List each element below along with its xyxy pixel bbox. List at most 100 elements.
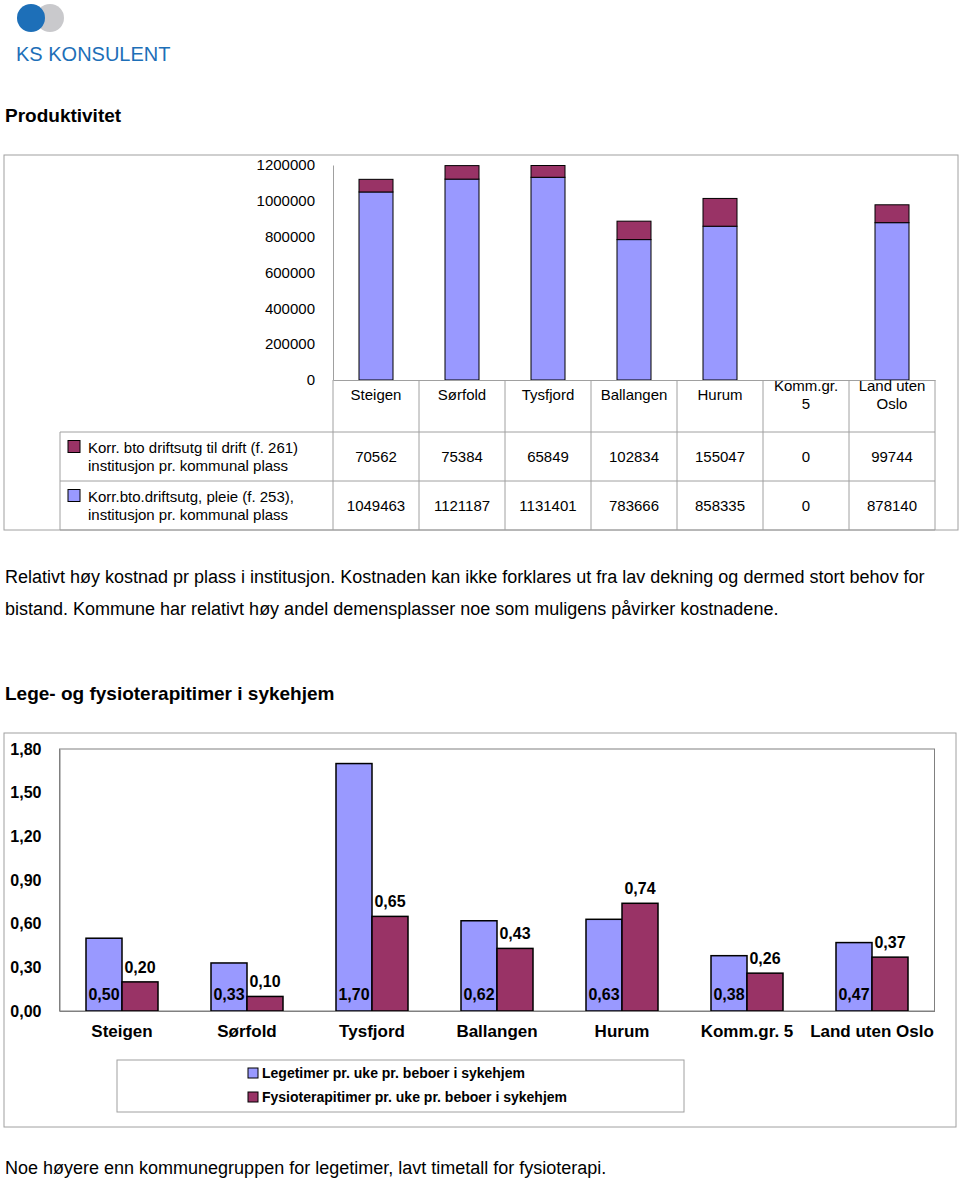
table-value: 0 bbox=[802, 497, 810, 514]
chart-2: 0,500,331,700,620,630,380,470,200,100,65… bbox=[4, 733, 956, 1127]
tick-label: Hurum bbox=[697, 386, 742, 403]
tick-label: Land utenOslo bbox=[859, 377, 926, 412]
bar bbox=[586, 919, 622, 1011]
tick: Komm.gr.5 bbox=[774, 377, 838, 412]
bar bbox=[445, 179, 479, 380]
tick-label: 0,00 bbox=[10, 1003, 41, 1020]
tick-label: Steigen bbox=[91, 1022, 152, 1041]
heading: Produktivitet bbox=[5, 105, 122, 126]
table-value: 155047 bbox=[695, 448, 745, 465]
table-value: 858335 bbox=[695, 497, 745, 514]
bar bbox=[875, 223, 909, 380]
tick-label: Sørfold bbox=[438, 386, 486, 403]
legend-swatch bbox=[68, 441, 80, 453]
tick-label: 200000 bbox=[265, 335, 315, 352]
table-line bbox=[60, 530, 935, 531]
bar bbox=[531, 165, 565, 177]
logo: KS KONSULENT bbox=[16, 4, 170, 65]
bar bbox=[836, 943, 872, 1011]
axis-line bbox=[60, 1011, 935, 1012]
tick-label: Tysfjord bbox=[522, 386, 575, 403]
tick: Komm.gr. 5 bbox=[701, 1011, 794, 1041]
tick-label: Komm.gr.5 bbox=[774, 377, 838, 412]
table-value: 102834 bbox=[609, 448, 659, 465]
chart-1: 020000040000060000080000010000001200000S… bbox=[4, 155, 958, 530]
data-label: 0,63 bbox=[588, 986, 619, 1003]
tick-label: Tysfjord bbox=[339, 1022, 405, 1041]
tick: Tysfjord bbox=[522, 380, 575, 403]
x-axis: Steigen Sørfold Tysfjord Ballangen Hurum Komm… bbox=[334, 377, 936, 412]
tick: Steigen bbox=[351, 380, 402, 403]
tick: 600000 bbox=[265, 264, 333, 281]
tick-label: Sørfold bbox=[217, 1022, 277, 1041]
axis-line bbox=[333, 166, 334, 381]
bar bbox=[247, 996, 283, 1011]
tick: Hurum bbox=[697, 380, 742, 403]
tick-label: 600000 bbox=[265, 264, 315, 281]
table-value: 1049463 bbox=[347, 497, 405, 514]
legend: Legetimer pr. uke pr. beboer i sykehjem F… bbox=[117, 1060, 684, 1112]
data-label: 0,50 bbox=[88, 986, 119, 1003]
table-value: 878140 bbox=[867, 497, 917, 514]
tick: 0,30 bbox=[10, 959, 59, 976]
plot-frame bbox=[60, 749, 935, 1011]
axis-line bbox=[334, 380, 936, 381]
tick-label: 800000 bbox=[265, 228, 315, 245]
logo-text: KS KONSULENT bbox=[16, 43, 170, 65]
table-value: 1131401 bbox=[519, 497, 576, 514]
tick: 400000 bbox=[265, 300, 333, 317]
bar bbox=[497, 948, 533, 1011]
tick-label: Ballangen bbox=[456, 1022, 537, 1041]
bar bbox=[86, 938, 122, 1011]
table-line bbox=[333, 380, 334, 530]
logo-circle bbox=[17, 4, 45, 32]
tick-label: Land uten Oslo bbox=[810, 1022, 934, 1041]
data-label: 0,26 bbox=[749, 950, 780, 967]
tick: 0,90 bbox=[10, 872, 59, 889]
data-label: 0,33 bbox=[213, 986, 244, 1003]
y-axis: 0,000,300,600,901,201,501,80 bbox=[10, 741, 60, 1020]
tick-label: 1,50 bbox=[10, 784, 41, 801]
tick: 200000 bbox=[265, 335, 333, 352]
data-table: Korr.bto.driftsutg, pleie (f. 253),insti… bbox=[60, 380, 935, 530]
bar bbox=[617, 240, 651, 380]
tick: 1200000 bbox=[257, 156, 333, 173]
data-label: 0,10 bbox=[249, 973, 280, 990]
tick: Sørfold bbox=[438, 380, 486, 403]
tick-label: 1200000 bbox=[257, 156, 315, 173]
table-value: 70562 bbox=[355, 448, 397, 465]
legend-swatch bbox=[248, 1068, 258, 1078]
table-line bbox=[591, 380, 592, 530]
tick-label: Ballangen bbox=[601, 386, 668, 403]
table-line bbox=[677, 380, 678, 530]
table-line bbox=[505, 380, 506, 530]
data-label: 0,47 bbox=[838, 986, 869, 1003]
legend-box bbox=[117, 1060, 684, 1112]
legend-swatch bbox=[68, 490, 80, 502]
page: KS KONSULENT Produktivitet Relativt høy ko… bbox=[0, 0, 960, 1182]
legend-label: Fysioterapitimer pr. uke pr. beboer i sy… bbox=[262, 1089, 567, 1105]
tick: Land uten Oslo bbox=[810, 1011, 934, 1041]
table-line bbox=[935, 380, 936, 530]
bar bbox=[875, 205, 909, 223]
data-label: 0,43 bbox=[499, 925, 530, 942]
data-label: 0,37 bbox=[874, 934, 905, 951]
legend-label: Legetimer pr. uke pr. beboer i sykehjem bbox=[262, 1065, 525, 1081]
tick-label: Steigen bbox=[351, 386, 402, 403]
tick: Hurum bbox=[595, 1011, 650, 1041]
bar bbox=[359, 192, 393, 380]
legend-swatch bbox=[248, 1092, 258, 1102]
bar bbox=[445, 166, 479, 180]
legend-label: Korr. bto driftsutg til drift (f. 261)in… bbox=[88, 439, 298, 474]
table-value: 1121187 bbox=[434, 497, 490, 514]
bar bbox=[336, 764, 372, 1011]
tick: Sørfold bbox=[217, 1011, 277, 1041]
tick: 0,60 bbox=[10, 915, 59, 932]
bar bbox=[211, 963, 247, 1011]
tick-label: 400000 bbox=[265, 300, 315, 317]
table-value: 65849 bbox=[527, 448, 569, 465]
table-value: 99744 bbox=[871, 448, 913, 465]
paragraph: Relativt høy kostnad pr plass i institus… bbox=[5, 567, 924, 619]
bar bbox=[622, 903, 658, 1011]
table-line bbox=[60, 432, 61, 530]
